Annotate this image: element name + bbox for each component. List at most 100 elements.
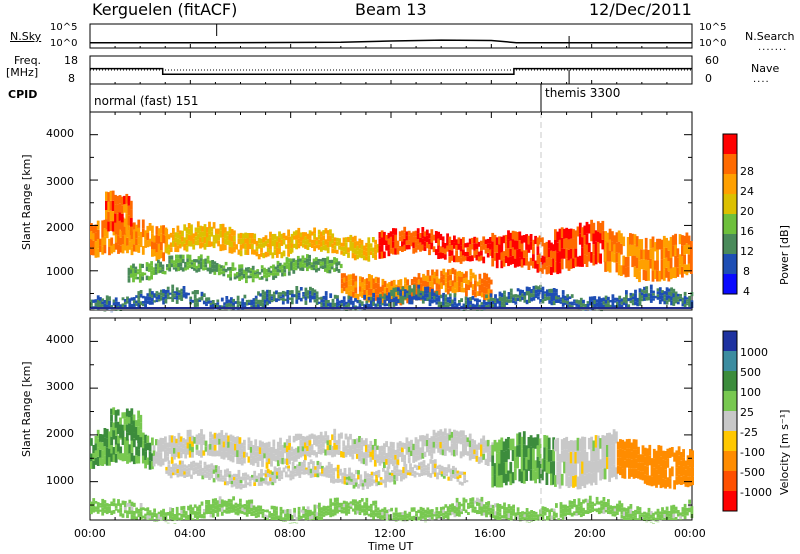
- heat-cell: [167, 468, 171, 472]
- heat-cell: [188, 450, 192, 458]
- heat-cell: [513, 240, 517, 250]
- heat-cell: [649, 258, 653, 269]
- heat-cell: [412, 443, 416, 451]
- heat-cell: [345, 482, 349, 485]
- heat-cell: [583, 436, 587, 450]
- heat-cell: [476, 281, 480, 287]
- heat-cell: [448, 303, 452, 307]
- heat-cell: [653, 269, 657, 280]
- heat-cell: [622, 511, 626, 516]
- heat-cell: [126, 245, 129, 254]
- heat-cell: [315, 515, 319, 520]
- heat-cell: [474, 286, 477, 292]
- heat-cell: [94, 450, 98, 458]
- heat-cell: [319, 443, 323, 449]
- heat-cell: [480, 496, 484, 502]
- heat-cell: [437, 518, 441, 520]
- heat-cell: [209, 449, 212, 456]
- heat-cell: [613, 511, 617, 514]
- heat-cell: [507, 299, 511, 303]
- heat-cell: [567, 464, 571, 477]
- heat-cell: [485, 301, 488, 306]
- heat-cell: [398, 446, 402, 452]
- heat-cell: [294, 433, 298, 441]
- heat-cell: [351, 502, 355, 506]
- heat-cell: [121, 513, 125, 518]
- heat-cell: [600, 298, 603, 303]
- heat-cell: [336, 305, 339, 308]
- heat-cell: [610, 456, 614, 467]
- heat-cell: [412, 284, 416, 289]
- heat-cell: [455, 239, 458, 245]
- heat-cell: [408, 285, 412, 291]
- heat-cell: [207, 507, 211, 511]
- heat-cell: [164, 455, 167, 462]
- heat-cell: [271, 234, 275, 241]
- heat-cell: [252, 510, 256, 514]
- heat-cell: [252, 455, 255, 461]
- heat-cell: [123, 204, 126, 213]
- heat-cell: [242, 243, 245, 249]
- heat-cell: [250, 499, 254, 504]
- heat-cell: [121, 500, 125, 505]
- heat-cell: [395, 291, 398, 298]
- heat-cell: [309, 473, 313, 478]
- heat-cell: [328, 263, 332, 267]
- heat-cell: [376, 454, 379, 459]
- heat-cell: [415, 467, 419, 471]
- heat-cell: [438, 464, 442, 468]
- heat-cell: [672, 293, 676, 298]
- heat-cell: [248, 233, 252, 239]
- heat-cell: [608, 239, 612, 251]
- heat-cell: [480, 506, 484, 511]
- heat-cell: [236, 443, 239, 451]
- heat-cell: [242, 238, 245, 244]
- heat-cell: [500, 462, 504, 475]
- heat-cell: [251, 238, 254, 244]
- heat-cell: [184, 261, 187, 265]
- heat-cell: [631, 233, 635, 245]
- heat-cell: [247, 437, 251, 444]
- heat-cell: [141, 228, 145, 238]
- heat-cell: [645, 518, 649, 520]
- heat-cell: [679, 298, 682, 302]
- heat-cell: [317, 239, 321, 245]
- heat-cell: [128, 298, 132, 303]
- heat-cell: [248, 499, 251, 505]
- heat-cell: [146, 233, 150, 241]
- heat-cell: [463, 480, 466, 484]
- heat-cell: [144, 508, 147, 511]
- heat-cell: [421, 238, 425, 245]
- heat-cell: [643, 293, 646, 298]
- heat-cell: [644, 270, 648, 281]
- heat-cell: [293, 522, 296, 523]
- heat-cell: [414, 437, 418, 444]
- heat-cell: [303, 260, 307, 263]
- heat-cell: [518, 295, 522, 299]
- heat-cell: [220, 305, 224, 308]
- heat-cell: [620, 243, 623, 255]
- heat-cell: [130, 424, 134, 433]
- heat-cell: [442, 305, 445, 308]
- heat-cell: [187, 519, 190, 520]
- heat-cell: [321, 257, 325, 262]
- heat-cell: [290, 261, 293, 265]
- heat-cell: [205, 232, 209, 238]
- heat-cell: [165, 470, 169, 474]
- heat-cell: [311, 295, 314, 300]
- heat-cell: [166, 292, 170, 296]
- heat-cell: [238, 457, 242, 465]
- heat-cell: [151, 233, 154, 242]
- heat-cell: [214, 501, 217, 506]
- heat-cell: [313, 439, 316, 445]
- heat-cell: [128, 226, 132, 235]
- heat-cell: [652, 295, 655, 299]
- heat-cell: [96, 502, 100, 506]
- heat-cell: [108, 296, 111, 301]
- heat-cell: [159, 267, 162, 271]
- heat-cell: [477, 256, 481, 262]
- heat-cell: [427, 473, 430, 477]
- heat-cell: [191, 446, 194, 453]
- heat-cell: [568, 507, 572, 512]
- heat-cell: [162, 234, 165, 244]
